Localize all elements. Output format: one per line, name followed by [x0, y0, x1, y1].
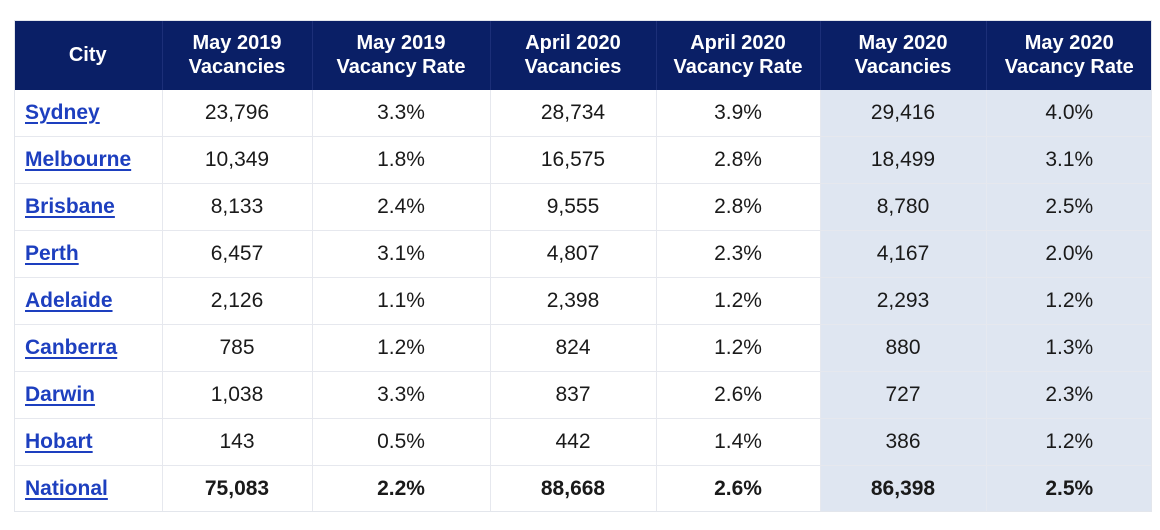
city-cell: National [14, 465, 163, 512]
table-cell: 2,126 [162, 277, 313, 325]
table-cell: 1.3% [986, 324, 1152, 372]
table-cell: 2.8% [656, 136, 821, 184]
table-cell: 18,499 [820, 136, 987, 184]
city-link-darwin[interactable]: Darwin [25, 383, 96, 406]
table-cell: 10,349 [162, 136, 313, 184]
table-cell: 8,133 [162, 183, 313, 231]
table-cell: 442 [490, 418, 657, 466]
city-link-national[interactable]: National [25, 477, 108, 500]
table-cell: 2.5% [986, 183, 1152, 231]
table-cell: 8,780 [820, 183, 987, 231]
city-link-hobart[interactable]: Hobart [25, 430, 93, 453]
table-cell: 3.9% [656, 90, 821, 137]
table-cell: 75,083 [162, 465, 313, 512]
table-cell: 1.4% [656, 418, 821, 466]
city-cell: Sydney [14, 90, 163, 137]
table-cell: 2.0% [986, 230, 1152, 278]
table-cell: 0.5% [312, 418, 491, 466]
header-april-2020-vacancy-rate: April 2020 Vacancy Rate [656, 20, 821, 90]
table-row: Canberra 785 1.2% 824 1.2% 880 1.3% [14, 324, 1152, 372]
table-cell: 2.3% [986, 371, 1152, 419]
header-may-2020-vacancies: May 2020 Vacancies [820, 20, 987, 90]
table-cell: 88,668 [490, 465, 657, 512]
city-cell: Canberra [14, 324, 163, 372]
table-row: Adelaide 2,126 1.1% 2,398 1.2% 2,293 1.2… [14, 277, 1152, 325]
city-link-sydney[interactable]: Sydney [25, 101, 100, 124]
city-link-adelaide[interactable]: Adelaide [25, 289, 113, 312]
table-cell: 4,167 [820, 230, 987, 278]
table-row: Brisbane 8,133 2.4% 9,555 2.8% 8,780 2.5… [14, 183, 1152, 231]
table-cell: 1.2% [656, 277, 821, 325]
table-header-row: City May 2019 Vacancies May 2019 Vacancy R… [14, 20, 1152, 90]
city-link-perth[interactable]: Perth [25, 242, 79, 265]
city-cell: Perth [14, 230, 163, 278]
table-cell: 837 [490, 371, 657, 419]
city-cell: Melbourne [14, 136, 163, 184]
table-cell: 3.3% [312, 90, 491, 137]
table-cell: 4.0% [986, 90, 1152, 137]
table-cell: 29,416 [820, 90, 987, 137]
table-row: Perth 6,457 3.1% 4,807 2.3% 4,167 2.0% [14, 230, 1152, 278]
table-cell: 28,734 [490, 90, 657, 137]
table-cell: 3.3% [312, 371, 491, 419]
table-cell: 1.8% [312, 136, 491, 184]
table-cell: 1.2% [312, 324, 491, 372]
table-cell: 6,457 [162, 230, 313, 278]
city-cell: Darwin [14, 371, 163, 419]
table-cell: 2.5% [986, 465, 1152, 512]
table-cell: 1,038 [162, 371, 313, 419]
city-link-canberra[interactable]: Canberra [25, 336, 118, 359]
table-cell: 3.1% [986, 136, 1152, 184]
table-cell: 785 [162, 324, 313, 372]
table-cell: 386 [820, 418, 987, 466]
table-cell: 824 [490, 324, 657, 372]
table-row-national-total: National 75,083 2.2% 88,668 2.6% 86,398 … [14, 465, 1152, 512]
header-may-2020-vacancy-rate: May 2020 Vacancy Rate [986, 20, 1152, 90]
table-cell: 143 [162, 418, 313, 466]
header-may-2019-vacancies: May 2019 Vacancies [162, 20, 313, 90]
table-row: Darwin 1,038 3.3% 837 2.6% 727 2.3% [14, 371, 1152, 419]
vacancy-table-container: City May 2019 Vacancies May 2019 Vacancy R… [14, 20, 1152, 512]
header-city: City [14, 20, 163, 90]
table-cell: 2,398 [490, 277, 657, 325]
table-cell: 4,807 [490, 230, 657, 278]
table-cell: 3.1% [312, 230, 491, 278]
table-cell: 1.2% [986, 418, 1152, 466]
city-cell: Hobart [14, 418, 163, 466]
table-cell: 727 [820, 371, 987, 419]
table-cell: 9,555 [490, 183, 657, 231]
table-cell: 2.8% [656, 183, 821, 231]
table-row: Hobart 143 0.5% 442 1.4% 386 1.2% [14, 418, 1152, 466]
vacancy-table: City May 2019 Vacancies May 2019 Vacancy R… [14, 20, 1152, 512]
table-row: Sydney 23,796 3.3% 28,734 3.9% 29,416 4.… [14, 90, 1152, 137]
table-cell: 2.2% [312, 465, 491, 512]
table-cell: 16,575 [490, 136, 657, 184]
table-cell: 2.3% [656, 230, 821, 278]
table-cell: 1.2% [986, 277, 1152, 325]
table-cell: 2,293 [820, 277, 987, 325]
table-cell: 1.2% [656, 324, 821, 372]
city-cell: Adelaide [14, 277, 163, 325]
table-cell: 23,796 [162, 90, 313, 137]
table-cell: 2.4% [312, 183, 491, 231]
city-link-melbourne[interactable]: Melbourne [25, 148, 132, 171]
header-april-2020-vacancies: April 2020 Vacancies [490, 20, 657, 90]
city-cell: Brisbane [14, 183, 163, 231]
table-row: Melbourne 10,349 1.8% 16,575 2.8% 18,499… [14, 136, 1152, 184]
city-link-brisbane[interactable]: Brisbane [25, 195, 115, 218]
table-cell: 86,398 [820, 465, 987, 512]
table-cell: 2.6% [656, 371, 821, 419]
table-cell: 880 [820, 324, 987, 372]
table-cell: 2.6% [656, 465, 821, 512]
header-may-2019-vacancy-rate: May 2019 Vacancy Rate [312, 20, 491, 90]
table-cell: 1.1% [312, 277, 491, 325]
